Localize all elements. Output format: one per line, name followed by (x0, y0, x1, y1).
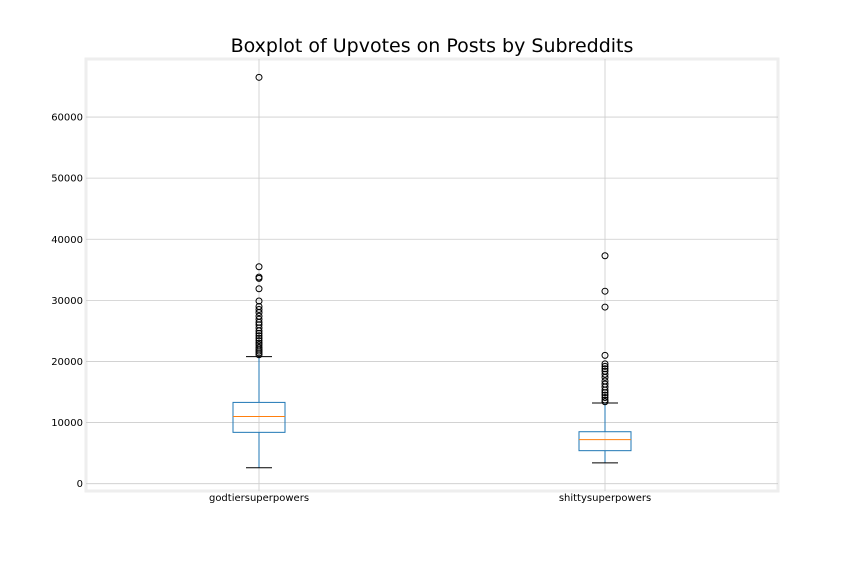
y-tick-label: 50000 (51, 174, 83, 185)
outlier-point (601, 370, 609, 378)
outlier-point (601, 362, 609, 370)
outlier-point (255, 351, 263, 359)
grid-layer (86, 59, 778, 491)
outlier-point (255, 347, 263, 355)
iqr-box (578, 431, 632, 452)
outlier-point (601, 394, 609, 402)
x-tick-label: shittysuperpowers (559, 493, 651, 504)
outlier-point (601, 303, 609, 311)
x-tick-label: godtiersuperpowers (209, 493, 309, 504)
outlier-point (601, 396, 609, 404)
outlier-point (601, 386, 609, 394)
outlier-point (255, 285, 263, 293)
outlier-point (255, 263, 263, 271)
x-tick-labels: godtiersuperpowers shittysuperpowers (209, 493, 651, 504)
outlier-point (601, 383, 609, 391)
boxes-layer (232, 73, 632, 469)
outlier-point (255, 309, 263, 317)
outlier-point (255, 334, 263, 342)
outlier-point (255, 343, 263, 351)
outlier-point (601, 389, 609, 397)
outlier-point (601, 398, 609, 406)
outlier-point (255, 306, 263, 314)
outlier-point (255, 337, 263, 345)
outlier-point (601, 252, 609, 260)
outlier-point (255, 332, 263, 340)
outlier-point (255, 349, 263, 357)
y-tick-label: 0 (77, 479, 83, 490)
y-tick-label: 40000 (51, 235, 83, 246)
y-tick-label: 60000 (51, 113, 83, 124)
outlier-point (255, 315, 263, 323)
outlier-point (255, 324, 263, 332)
y-tick-label: 10000 (51, 418, 83, 429)
y-tick-labels: 0 10000 20000 30000 40000 50000 60000 (51, 113, 83, 491)
outlier-point (255, 73, 263, 81)
outlier-point (255, 329, 263, 337)
outlier-point (255, 345, 263, 353)
outlier-point (601, 391, 609, 399)
box-group-godtiersuperpowers (232, 73, 286, 469)
outlier-point (255, 297, 263, 305)
outlier-point (601, 287, 609, 295)
outlier-point (601, 351, 609, 359)
outlier-point (601, 373, 609, 381)
outlier-point (601, 360, 609, 368)
chart-title: Boxplot of Upvotes on Posts by Subreddit… (231, 35, 634, 57)
outlier-point (255, 274, 263, 282)
y-tick-label: 20000 (51, 357, 83, 368)
outlier-point (601, 365, 609, 373)
box-group-shittysuperpowers (578, 252, 632, 464)
iqr-box (232, 401, 286, 433)
plot-frame (84, 57, 780, 493)
outlier-point (255, 318, 263, 326)
y-tick-label: 30000 (51, 296, 83, 307)
outlier-point (255, 327, 263, 335)
